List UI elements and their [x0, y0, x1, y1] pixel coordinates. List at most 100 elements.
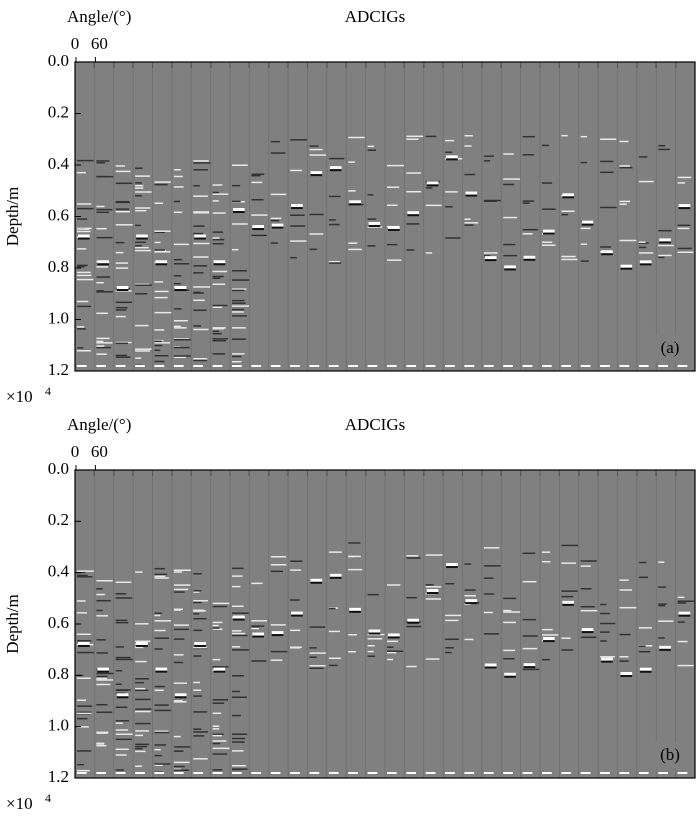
texture: [115, 342, 129, 345]
texture: [309, 148, 323, 151]
texture: [96, 652, 108, 654]
event: [504, 268, 516, 271]
texture: [328, 657, 341, 660]
event: [96, 365, 107, 367]
texture: [425, 252, 433, 254]
texture: [212, 327, 226, 329]
texture: [600, 631, 610, 633]
texture: [96, 599, 111, 602]
texture: [77, 576, 93, 578]
texture: [173, 638, 185, 640]
event: [445, 365, 455, 367]
texture: [193, 359, 208, 362]
texture: [542, 182, 553, 184]
event: [523, 666, 536, 669]
texture: [658, 637, 665, 639]
texture: [77, 574, 88, 577]
event: [252, 228, 264, 231]
texture: [503, 254, 518, 257]
texture: [580, 243, 587, 245]
texture: [658, 604, 666, 607]
texture: [135, 681, 145, 684]
texture: [464, 224, 474, 226]
texture: [115, 241, 125, 244]
texture: [677, 182, 686, 184]
event: [581, 220, 594, 224]
texture: [425, 584, 434, 586]
texture: [232, 164, 248, 167]
texture: [173, 569, 192, 572]
texture: [677, 600, 695, 602]
texture: [173, 628, 189, 631]
event: [309, 365, 320, 367]
texture: [658, 561, 665, 563]
texture: [154, 344, 163, 347]
texture: [212, 191, 220, 194]
texture: [135, 678, 150, 680]
texture: [619, 579, 629, 581]
y-tick-label: 0.8: [48, 257, 69, 276]
texture: [270, 140, 280, 143]
texture: [387, 259, 402, 261]
texture: [173, 308, 182, 310]
event: [464, 772, 475, 774]
texture: [212, 212, 226, 214]
texture: [115, 733, 134, 735]
texture: [309, 213, 324, 216]
texture: [115, 315, 126, 318]
texture: [77, 639, 92, 642]
event: [426, 184, 439, 187]
texture: [328, 219, 336, 221]
texture: [638, 576, 649, 579]
texture: [483, 547, 500, 549]
texture: [212, 200, 219, 202]
event: [116, 693, 129, 697]
texture: [212, 193, 229, 195]
event: [407, 214, 419, 217]
event: [659, 645, 671, 649]
texture: [135, 182, 142, 184]
event: [252, 225, 264, 229]
event: [271, 631, 284, 635]
texture: [503, 183, 515, 186]
texture: [115, 251, 124, 254]
texture: [212, 769, 223, 771]
texture: [96, 353, 107, 355]
texture: [367, 194, 374, 196]
texture: [96, 236, 113, 239]
texture: [193, 695, 203, 697]
texture: [96, 227, 107, 230]
event: [504, 265, 516, 269]
texture: [173, 682, 188, 684]
event: [483, 772, 494, 774]
event: [310, 174, 323, 177]
texture: [367, 638, 383, 640]
event: [543, 232, 555, 235]
texture: [77, 207, 94, 210]
texture: [425, 658, 440, 660]
texture: [309, 626, 326, 628]
texture: [580, 560, 597, 562]
texture: [173, 186, 184, 188]
texture: [542, 244, 556, 246]
texture: [154, 709, 172, 712]
texture: [406, 223, 420, 225]
texture: [212, 242, 224, 245]
event: [271, 226, 284, 229]
texture: [290, 629, 301, 632]
event: [504, 672, 516, 676]
chart-title: ADCIGs: [345, 7, 405, 26]
texture: [193, 309, 207, 312]
texture: [232, 223, 248, 225]
texture: [115, 165, 126, 167]
texture: [77, 305, 91, 308]
texture: [212, 353, 226, 355]
texture: [658, 244, 674, 247]
texture: [328, 551, 342, 553]
texture: [135, 348, 152, 350]
texture: [619, 606, 637, 609]
event: [561, 772, 572, 774]
y-tick-label: 1.0: [48, 716, 69, 735]
texture: [619, 660, 629, 662]
texture: [542, 560, 551, 563]
